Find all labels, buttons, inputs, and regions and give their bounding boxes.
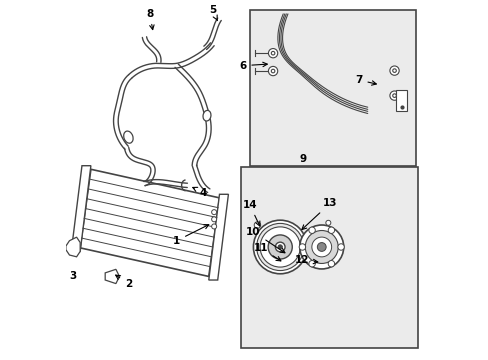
Ellipse shape [123,131,133,143]
Circle shape [327,227,334,233]
Circle shape [271,69,274,73]
Circle shape [275,242,285,252]
Bar [249,10,415,166]
Circle shape [211,217,216,222]
Text: 9: 9 [299,154,306,163]
Polygon shape [80,169,219,276]
Text: 2: 2 [116,275,132,289]
Polygon shape [105,269,119,284]
Circle shape [277,241,289,253]
Text: 3: 3 [69,271,77,282]
Text: 8: 8 [146,9,154,30]
Circle shape [299,225,343,269]
Text: 7: 7 [354,75,376,85]
Circle shape [261,225,305,269]
Circle shape [268,232,298,262]
Circle shape [327,261,334,267]
Ellipse shape [203,111,210,121]
Text: 5: 5 [208,5,217,21]
Text: 4: 4 [192,187,207,198]
Circle shape [325,220,330,225]
Polygon shape [66,237,80,257]
Circle shape [253,220,306,274]
Text: 13: 13 [301,198,337,230]
Text: 11: 11 [253,243,280,261]
Bar [395,90,406,111]
Circle shape [308,261,315,267]
Circle shape [271,51,274,55]
Bar [241,167,417,348]
Circle shape [317,243,325,251]
Circle shape [260,227,300,267]
Text: 1: 1 [173,225,208,246]
Circle shape [337,244,344,250]
Circle shape [392,69,395,72]
Circle shape [268,66,277,76]
Circle shape [211,224,216,229]
Polygon shape [71,166,91,251]
Text: 12: 12 [294,255,317,265]
Polygon shape [208,194,228,280]
Text: 6: 6 [239,61,267,71]
Circle shape [299,244,305,250]
Circle shape [278,245,282,249]
Circle shape [392,94,395,98]
Circle shape [389,91,398,100]
Circle shape [311,237,331,257]
Circle shape [389,66,398,75]
Circle shape [254,222,260,228]
Text: 10: 10 [245,227,285,253]
Circle shape [267,235,292,259]
Text: 14: 14 [242,200,259,226]
Circle shape [256,224,303,271]
Circle shape [305,230,338,264]
Circle shape [308,227,315,233]
Circle shape [211,210,216,215]
Circle shape [268,49,277,58]
